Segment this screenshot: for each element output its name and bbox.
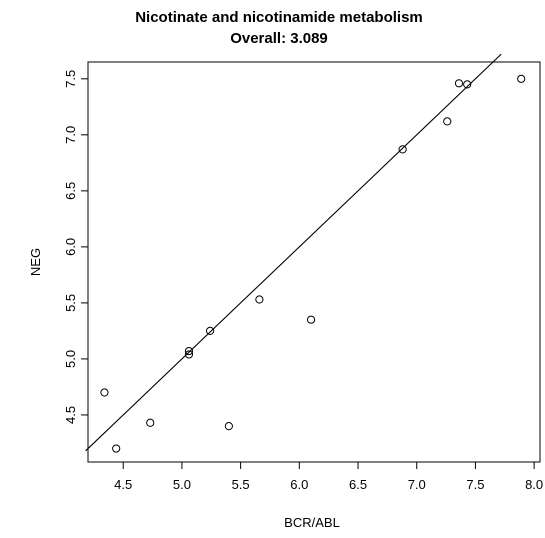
data-point [146, 418, 155, 427]
x-axis-label: BCR/ABL [284, 515, 340, 530]
chart-subtitle: Overall: 3.089 [230, 30, 328, 47]
data-point [224, 422, 233, 431]
x-axis: 4.5 5.0 5.5 6.0 6.5 7.0 7.5 8.0 [114, 462, 543, 492]
data-point [205, 326, 215, 336]
data-point [100, 388, 109, 397]
y-tick-label: 6.0 [63, 238, 78, 256]
x-tick-label: 7.0 [408, 477, 426, 492]
data-point [306, 315, 316, 324]
data-point [443, 117, 452, 126]
data-point [255, 295, 264, 304]
data-point [454, 79, 464, 88]
identity-line [85, 53, 502, 452]
data-points [100, 74, 526, 453]
y-tick-label: 5.5 [63, 294, 78, 312]
y-tick-label: 7.5 [63, 70, 78, 88]
y-tick-label: 6.5 [63, 182, 78, 200]
plot-area-frame [87, 61, 541, 463]
x-tick-label: 6.5 [349, 477, 367, 492]
data-point [517, 74, 526, 83]
data-point [184, 350, 194, 359]
reference-line-group [85, 53, 502, 452]
y-tick-label: 7.0 [63, 126, 78, 144]
x-tick-label: 5.0 [173, 477, 191, 492]
data-point [463, 80, 472, 89]
x-tick-label: 4.5 [114, 477, 132, 492]
data-point [398, 145, 407, 154]
x-tick-label: 8.0 [525, 477, 543, 492]
y-tick-label: 5.0 [63, 350, 78, 368]
y-axis: 4.5 5.0 5.5 6.0 6.5 7.0 7.5 [63, 70, 88, 424]
y-tick-label: 4.5 [63, 406, 78, 424]
x-tick-label: 5.5 [232, 477, 250, 492]
data-point [184, 346, 194, 356]
chart-title: Nicotinate and nicotinamide metabolism [135, 9, 423, 26]
x-tick-label: 6.0 [290, 477, 308, 492]
data-point [112, 444, 121, 453]
x-tick-label: 7.5 [466, 477, 484, 492]
y-axis-label: NEG [28, 248, 43, 276]
